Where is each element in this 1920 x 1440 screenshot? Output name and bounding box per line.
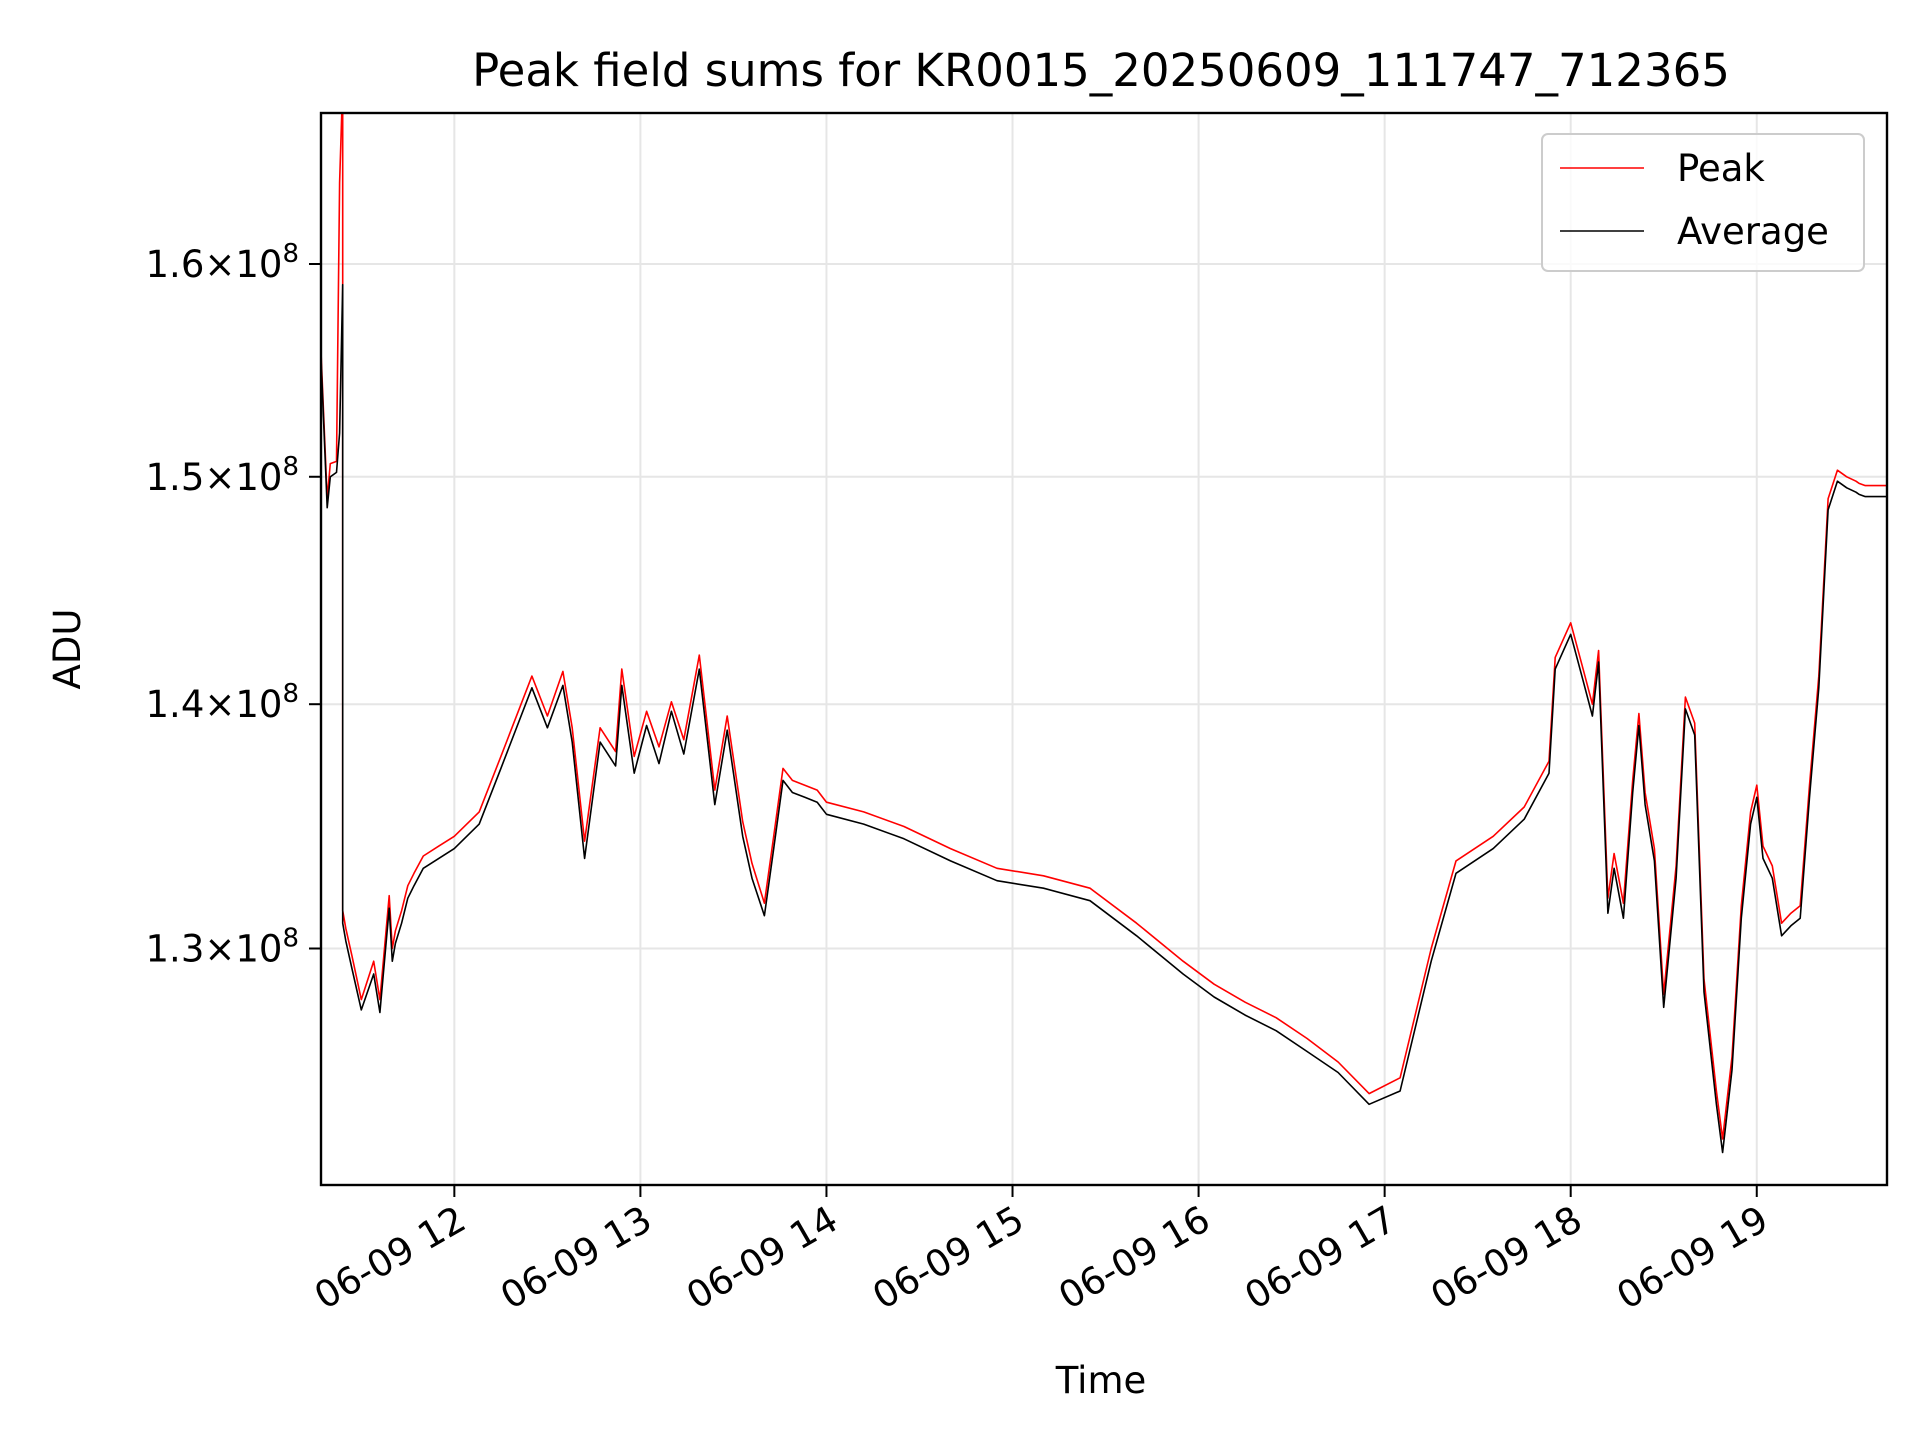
y-tick-label: 1.4×108 <box>146 679 299 726</box>
y-tick-label: 1.5×108 <box>146 452 299 499</box>
plot-series <box>321 113 1887 1154</box>
legend-peak-label: Peak <box>1677 147 1765 190</box>
y-axis-ticks: 1.3×108 1.4×108 1.5×108 1.6×108 <box>146 239 321 970</box>
y-tick-label: 1.6×108 <box>146 239 299 286</box>
average-series-line <box>321 283 1887 1154</box>
legend-average-label: Average <box>1677 210 1829 253</box>
y-axis-label: ADU <box>46 609 89 690</box>
peak-series-line <box>321 113 1887 1140</box>
y-tick-label: 1.3×108 <box>146 923 299 970</box>
legend: Peak Average <box>1541 133 1865 272</box>
plot-frame <box>319 111 1889 1187</box>
x-axis-label: Time <box>1055 1359 1147 1402</box>
chart-title: Peak field sums for KR0015_20250609_1117… <box>472 44 1730 97</box>
grid <box>321 113 1887 1185</box>
